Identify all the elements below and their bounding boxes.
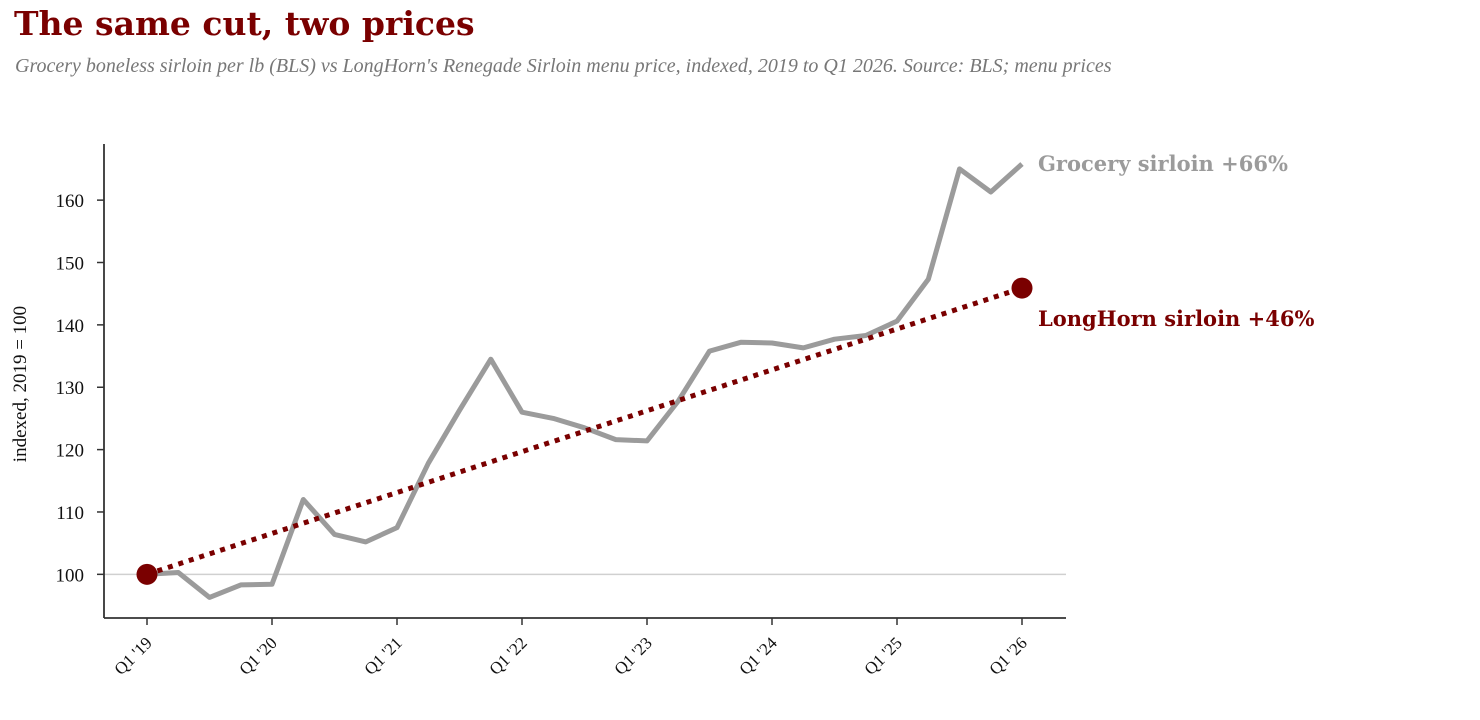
y-tick-label: 130: [56, 378, 85, 399]
x-tick-label: Q1 '21: [361, 633, 406, 678]
y-axis-title: indexed, 2019 = 100: [10, 306, 31, 462]
y-tick-label: 160: [56, 191, 85, 212]
x-tick-label: Q1 '20: [236, 633, 281, 678]
longhorn-start-point: [136, 563, 158, 585]
y-tick-label: 150: [56, 254, 85, 275]
chart-subtitle: Grocery boneless sirloin per lb (BLS) vs…: [15, 55, 1112, 77]
x-tick-label: Q1 '23: [611, 633, 656, 678]
x-tick-label: Q1 '26: [986, 633, 1031, 678]
y-tick-label: 100: [56, 565, 85, 586]
x-tick-label: Q1 '25: [861, 633, 906, 678]
y-tick-label: 120: [56, 441, 85, 462]
chart-title: The same cut, two prices: [14, 4, 475, 43]
y-tick-label: 110: [56, 503, 84, 524]
grocery-sirloin-line: [146, 162, 1024, 600]
longhorn-series-label: LongHorn sirloin +46%: [1038, 306, 1314, 331]
x-tick-label: Q1 '24: [736, 633, 782, 679]
longhorn-end-point: [1011, 277, 1033, 299]
longhorn-sirloin-line: [146, 285, 1023, 577]
y-tick-label: 140: [56, 316, 85, 337]
x-tick-label: Q1 '22: [486, 633, 531, 678]
grocery-series-label: Grocery sirloin +66%: [1038, 151, 1288, 176]
x-tick-label: Q1 '19: [111, 633, 156, 678]
